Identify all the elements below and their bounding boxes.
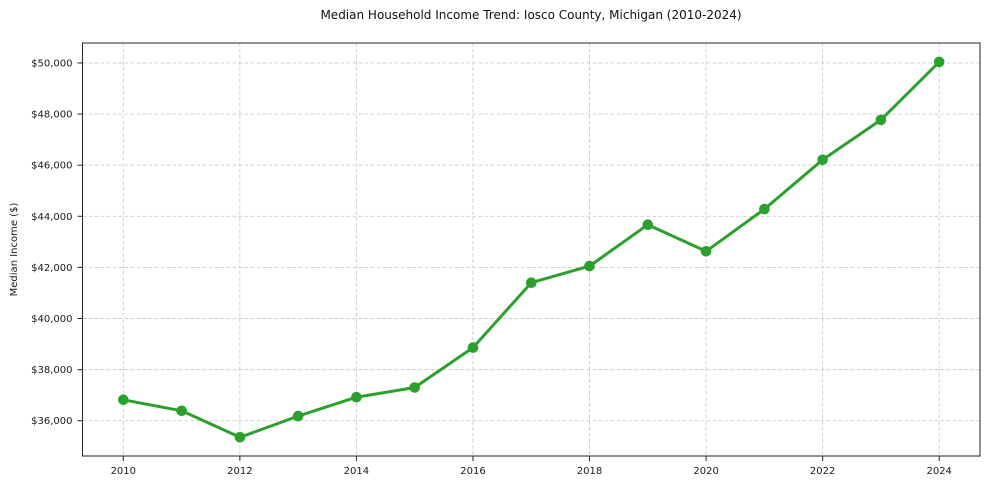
data-point-2018 bbox=[584, 260, 595, 272]
y-tick-label: $42,000 bbox=[31, 263, 72, 274]
data-point-2015 bbox=[409, 382, 421, 393]
data-point-2011 bbox=[176, 405, 187, 417]
data-point-2024 bbox=[933, 56, 945, 68]
chart-title: Median Household Income Trend: Iosco Cou… bbox=[320, 8, 741, 22]
y-axis-label: Median Income ($) bbox=[9, 203, 20, 297]
data-point-2019 bbox=[642, 219, 654, 230]
y-tick-label: $38,000 bbox=[31, 365, 72, 376]
axis-ticks bbox=[77, 62, 940, 461]
tick-labels: $36,000 $38,000 $40,000 $42,000 $44,000 $46,0… bbox=[31, 58, 952, 477]
data-point-2010 bbox=[118, 394, 129, 406]
x-tick-label: 2020 bbox=[693, 466, 718, 477]
plot-area bbox=[82, 43, 980, 456]
data-point-2012 bbox=[234, 432, 246, 443]
x-tick-label: 2018 bbox=[577, 466, 602, 477]
data-point-2021 bbox=[759, 203, 770, 215]
y-tick-label: $44,000 bbox=[31, 212, 72, 223]
data-point-2020 bbox=[700, 246, 712, 257]
data-point-2014 bbox=[351, 391, 362, 403]
data-point-2016 bbox=[467, 342, 479, 353]
x-tick-label: 2014 bbox=[344, 466, 369, 477]
y-tick-label: $50,000 bbox=[31, 58, 72, 69]
x-tick-label: 2010 bbox=[111, 466, 136, 477]
data-point-2017 bbox=[526, 277, 537, 289]
x-tick-label: 2022 bbox=[810, 466, 835, 477]
data-point-2023 bbox=[875, 114, 887, 126]
y-tick-label: $40,000 bbox=[31, 314, 72, 325]
y-tick-label: $46,000 bbox=[31, 161, 72, 172]
data-point-2022 bbox=[817, 154, 828, 166]
x-tick-label: 2024 bbox=[926, 466, 951, 477]
income-series bbox=[118, 56, 945, 443]
data-point-2013 bbox=[292, 410, 304, 422]
plot-border bbox=[82, 42, 981, 457]
y-tick-label: $36,000 bbox=[31, 416, 72, 427]
x-tick-label: 2012 bbox=[227, 466, 252, 477]
y-tick-label: $48,000 bbox=[31, 110, 72, 121]
x-tick-label: 2016 bbox=[460, 466, 485, 477]
